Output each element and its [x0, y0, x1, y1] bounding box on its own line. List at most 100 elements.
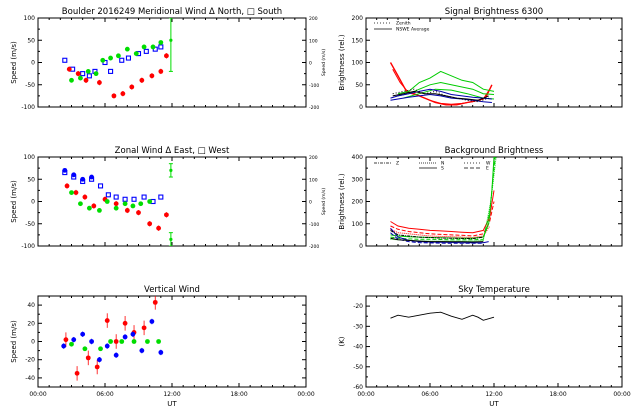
data-point — [158, 194, 164, 200]
legend-label: N — [441, 161, 444, 167]
y-axis-label: Speed (m/s) — [10, 320, 18, 363]
legend-label: Z — [396, 161, 399, 167]
series-line — [397, 70, 495, 95]
data-point — [124, 208, 130, 213]
data-point — [78, 75, 83, 81]
data-point — [93, 71, 99, 77]
data-point — [104, 343, 110, 349]
data-layer — [61, 296, 164, 381]
data-layer — [390, 157, 497, 244]
data-point — [139, 77, 145, 83]
y-tick-label: -40 — [353, 344, 363, 351]
data-point — [89, 174, 94, 180]
data-point — [152, 299, 158, 305]
chart-title: Background Brightness — [445, 146, 544, 156]
data-point — [145, 339, 150, 344]
y-tick-label: 20 — [27, 320, 35, 327]
data-point — [80, 71, 86, 77]
data-point — [83, 77, 89, 83]
data-point — [149, 319, 155, 324]
data-point — [122, 196, 128, 202]
data-point — [64, 183, 70, 189]
data-point — [141, 194, 147, 200]
series-line — [390, 229, 484, 240]
data-point — [86, 73, 92, 79]
series-line — [390, 227, 489, 244]
data-point — [111, 93, 117, 99]
y-right-tick-label: -100 — [309, 222, 319, 228]
data-point — [156, 225, 162, 231]
data-point — [133, 51, 139, 56]
y-tick-label: 100 — [24, 15, 36, 22]
legend-label: NSWE Average — [396, 27, 430, 33]
legend-label: W — [486, 161, 491, 167]
data-point — [158, 40, 164, 45]
data-point — [113, 201, 119, 207]
data-point — [104, 318, 110, 323]
y-tick-label: 100 — [24, 154, 36, 161]
y-tick-label: -40 — [25, 375, 35, 382]
data-layer — [62, 163, 173, 246]
x-tick-label: 00:00 — [297, 391, 314, 398]
y-tick-label: 300 — [352, 176, 364, 183]
legend-label: E — [486, 166, 489, 172]
data-point — [119, 57, 125, 63]
y-right-tick-label: 100 — [309, 38, 318, 44]
y-tick-label: -30 — [353, 323, 363, 330]
data-point — [108, 68, 114, 74]
y-tick-label: -20 — [25, 357, 35, 364]
data-point — [119, 339, 125, 344]
y-tick-label: 150 — [352, 37, 364, 44]
legend-label: S — [441, 166, 444, 172]
data-point — [104, 199, 110, 204]
y-right-tick-label: 0 — [309, 61, 312, 67]
y-tick-label: 200 — [352, 199, 364, 206]
data-layer — [389, 62, 495, 106]
data-point — [150, 44, 156, 50]
y-right-tick-label: 0 — [309, 200, 312, 206]
data-point — [71, 337, 77, 343]
x-tick-label: 12:00 — [163, 391, 180, 398]
series-line — [390, 88, 492, 100]
data-layer — [390, 311, 495, 321]
data-point — [73, 190, 79, 196]
data-point — [113, 352, 119, 358]
y-tick-label: 100 — [352, 221, 364, 228]
y-axis-label: Brightness (rel.) — [338, 173, 346, 229]
panel-signal-brightness: Signal Brightness 6300 200 150 100 50 0 Bright… — [338, 7, 623, 111]
y-tick-label: 200 — [352, 15, 364, 22]
x-axis-label: UT — [489, 400, 499, 408]
data-point — [164, 212, 169, 218]
y-right-tick-label: 200 — [309, 155, 318, 161]
data-point — [66, 66, 72, 72]
series-line — [392, 90, 489, 101]
data-point — [82, 346, 88, 352]
y-tick-label: 0 — [31, 199, 35, 206]
data-point — [105, 192, 111, 198]
series-line — [390, 201, 495, 237]
panel-vertical-wind: Vertical Wind 40 20 0 -20 -40 00:00 06:00 12:00 1… — [10, 285, 315, 408]
data-point — [69, 190, 74, 196]
plot-frame — [365, 295, 623, 388]
panel-zonal-wind: Zonal Wind Δ East, □ West 100 50 0 -50 -100 20… — [10, 146, 327, 250]
data-point — [129, 84, 135, 90]
y-tick-label: -50 — [25, 82, 35, 89]
data-point — [139, 348, 145, 353]
y-tick-label: -20 — [353, 303, 363, 310]
data-point — [62, 167, 68, 173]
chart-title: Vertical Wind — [144, 285, 200, 295]
data-point — [97, 183, 104, 189]
x-tick-label: 18:00 — [230, 391, 247, 398]
data-point — [89, 339, 94, 344]
panel-background-brightness: Background Brightness 400 300 200 100 0 Bright… — [338, 146, 623, 250]
y-tick-label: 400 — [352, 154, 364, 161]
series-line — [389, 62, 493, 106]
data-point — [91, 203, 97, 209]
x-tick-label: 00:00 — [357, 391, 374, 398]
x-axis-label: UT — [167, 400, 177, 408]
data-point — [158, 44, 164, 50]
y-tick-label: -50 — [353, 364, 363, 371]
data-point — [156, 339, 162, 344]
